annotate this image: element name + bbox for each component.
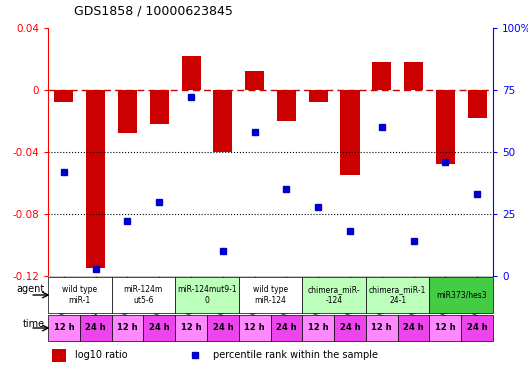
Text: 24 h: 24 h [86, 324, 106, 333]
Text: chimera_miR-1
24-1: chimera_miR-1 24-1 [369, 285, 426, 305]
Text: miR-124m
ut5-6: miR-124m ut5-6 [124, 285, 163, 305]
Text: time: time [23, 319, 45, 329]
Bar [144, 315, 175, 342]
Bar [303, 277, 366, 313]
Bar [372, 62, 391, 90]
Bar [118, 90, 137, 134]
Bar [309, 90, 328, 102]
Bar [404, 62, 423, 90]
Bar [213, 90, 232, 152]
Bar [461, 315, 493, 342]
Text: 24 h: 24 h [403, 324, 424, 333]
Text: wild type
miR-124: wild type miR-124 [253, 285, 288, 305]
Bar [175, 277, 239, 313]
Text: 12 h: 12 h [244, 324, 265, 333]
Text: chimera_miR-
-124: chimera_miR- -124 [308, 285, 361, 305]
Text: miR373/hes3: miR373/hes3 [436, 291, 486, 300]
Text: 24 h: 24 h [467, 324, 487, 333]
Bar [86, 90, 105, 268]
Bar [111, 315, 144, 342]
Text: agent: agent [17, 284, 45, 294]
Text: percentile rank within the sample: percentile rank within the sample [213, 351, 378, 360]
Text: GDS1858 / 10000623845: GDS1858 / 10000623845 [74, 4, 233, 17]
Bar [52, 349, 66, 361]
Bar [239, 315, 270, 342]
Bar [334, 315, 366, 342]
Text: 24 h: 24 h [212, 324, 233, 333]
Bar [366, 277, 429, 313]
Bar [150, 90, 169, 124]
Bar [429, 277, 493, 313]
Text: wild type
miR-1: wild type miR-1 [62, 285, 97, 305]
Bar [175, 315, 207, 342]
Bar [270, 315, 303, 342]
Text: 12 h: 12 h [181, 324, 201, 333]
Bar [48, 315, 80, 342]
Bar [48, 277, 111, 313]
Text: 12 h: 12 h [117, 324, 138, 333]
Text: 12 h: 12 h [53, 324, 74, 333]
Text: 24 h: 24 h [340, 324, 360, 333]
Bar [277, 90, 296, 121]
Bar [245, 71, 264, 90]
Bar [429, 315, 461, 342]
Text: log10 ratio: log10 ratio [74, 351, 127, 360]
Bar [366, 315, 398, 342]
Text: 12 h: 12 h [371, 324, 392, 333]
Bar [80, 315, 111, 342]
Bar [398, 315, 429, 342]
Bar [54, 90, 73, 102]
Text: 24 h: 24 h [149, 324, 169, 333]
Text: 12 h: 12 h [435, 324, 456, 333]
Text: miR-124mut9-1
0: miR-124mut9-1 0 [177, 285, 237, 305]
Bar [111, 277, 175, 313]
Bar [468, 90, 487, 118]
Bar [303, 315, 334, 342]
Bar [207, 315, 239, 342]
Text: 24 h: 24 h [276, 324, 297, 333]
Text: 12 h: 12 h [308, 324, 328, 333]
Bar [239, 277, 303, 313]
Bar [182, 56, 201, 90]
Bar [341, 90, 360, 175]
Bar [436, 90, 455, 164]
